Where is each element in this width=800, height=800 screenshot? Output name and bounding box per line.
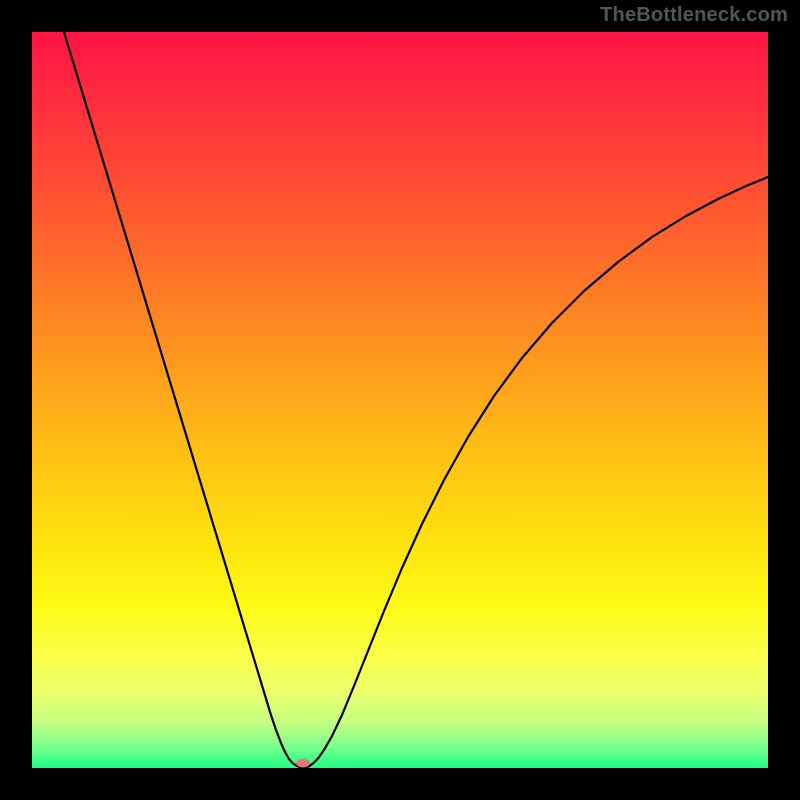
chart-container: TheBottleneck.com (0, 0, 800, 800)
watermark-text: TheBottleneck.com (600, 4, 788, 27)
bottleneck-curve-plot (32, 32, 768, 768)
plot-background (32, 32, 768, 768)
optimal-point-marker (296, 759, 310, 768)
